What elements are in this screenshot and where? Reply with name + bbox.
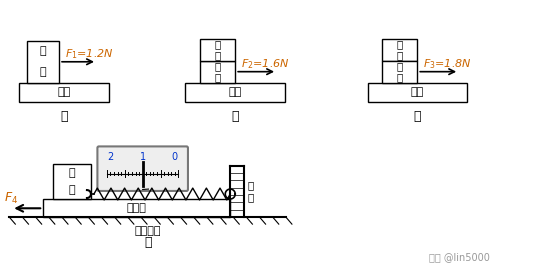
Text: 木板: 木板 [58, 87, 70, 97]
Text: 铁: 铁 [69, 168, 75, 178]
Text: 支
柱: 支 柱 [247, 181, 254, 202]
Text: 丁: 丁 [144, 237, 152, 250]
Bar [382, 39, 417, 61]
Text: 甲: 甲 [60, 110, 68, 123]
Bar [200, 39, 235, 61]
Bar [367, 83, 467, 102]
Bar [43, 199, 230, 217]
Text: $F_3$=1.8N: $F_3$=1.8N [423, 57, 472, 71]
Text: 块: 块 [215, 72, 221, 82]
Text: $F_1$=1.2N: $F_1$=1.2N [65, 47, 114, 61]
Text: $F_2$=1.6N: $F_2$=1.6N [241, 57, 290, 71]
Text: 块: 块 [397, 72, 403, 82]
Text: 铁: 铁 [397, 39, 403, 49]
Text: 木: 木 [397, 61, 403, 71]
Text: 块: 块 [40, 67, 47, 77]
Text: 长木板: 长木板 [127, 203, 147, 213]
Text: 2: 2 [108, 152, 114, 162]
Text: 乙: 乙 [231, 110, 239, 123]
Text: 块: 块 [69, 185, 75, 195]
Text: 木板: 木板 [411, 87, 424, 97]
Text: 块: 块 [215, 50, 221, 60]
Text: 木: 木 [215, 39, 221, 49]
Bar [19, 83, 109, 102]
Text: 铁: 铁 [215, 61, 221, 71]
Bar [185, 83, 285, 102]
Bar [53, 164, 91, 199]
Text: $F_4$: $F_4$ [4, 191, 18, 206]
Bar [200, 61, 235, 83]
Text: 铁: 铁 [40, 46, 47, 56]
Bar [27, 41, 59, 83]
Text: 头条 @lin5000: 头条 @lin5000 [429, 252, 490, 262]
Text: 0: 0 [171, 152, 178, 162]
Text: 块: 块 [397, 50, 403, 60]
Text: 1: 1 [140, 152, 146, 162]
Text: 丙: 丙 [413, 110, 421, 123]
FancyBboxPatch shape [98, 146, 188, 191]
Text: 水平桌面: 水平桌面 [134, 226, 161, 236]
Text: 木板: 木板 [229, 87, 242, 97]
Bar [382, 61, 417, 83]
